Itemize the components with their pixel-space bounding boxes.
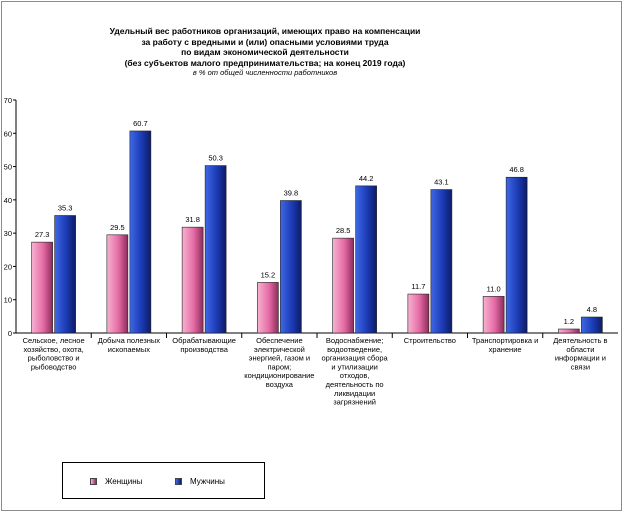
- category-label-line: энергией, газом и: [249, 354, 310, 363]
- category-label: Сельское, лесное хозяйство, охота, рыболов…: [23, 336, 85, 371]
- category-label-line: производства: [180, 345, 228, 354]
- data-label: 1.2: [564, 317, 574, 326]
- bar-men: [430, 189, 453, 334]
- data-label: 43.1: [434, 178, 449, 187]
- bar-women: [407, 293, 430, 334]
- chart-title-line: за работу с вредными и (или) опасными ус…: [141, 36, 389, 47]
- bar-women: [332, 237, 354, 334]
- category-label: Строительство: [404, 336, 456, 345]
- bar-women: [106, 234, 129, 334]
- category-label-line: Транспортировка и: [472, 336, 538, 345]
- data-label: 27.3: [35, 230, 50, 239]
- category-label: Обрабатывающие производства: [172, 336, 236, 354]
- category-label-line: паром;: [267, 362, 291, 371]
- bar-men: [280, 200, 302, 334]
- bar-men: [505, 176, 528, 334]
- bar-men: [581, 316, 603, 334]
- y-tick-label: 20: [4, 262, 12, 271]
- bar-men: [355, 185, 377, 334]
- chart-title-line: Удельный вес работников организаций, име…: [109, 26, 421, 36]
- category-label-line: электрической: [254, 345, 305, 354]
- data-label: 39.8: [284, 189, 299, 198]
- data-label: 60.7: [133, 119, 148, 128]
- data-label: 31.8: [185, 215, 200, 224]
- bar-men: [54, 215, 76, 334]
- category-label-line: рыболовство и: [28, 354, 80, 363]
- category-label: Деятельность в области информации и связи: [553, 336, 607, 371]
- category-label-line: информации и: [555, 354, 606, 363]
- chart-title-line: по видам экономической деятельности: [181, 47, 349, 57]
- bar-women: [31, 241, 53, 334]
- bar-women: [558, 328, 580, 334]
- category-label-line: Добыча полезных: [98, 336, 161, 345]
- chart-title: Удельный вес работников организаций, име…: [40, 26, 490, 68]
- data-label: 29.5: [110, 223, 125, 232]
- category-label-line: ископаемых: [108, 345, 150, 354]
- category-label-line: области: [566, 345, 594, 354]
- category-label-line: водоотведение,: [327, 345, 382, 354]
- category-label-line: отходов,: [340, 371, 370, 380]
- y-tick-label: 60: [4, 129, 12, 138]
- legend-swatch-men: [175, 478, 182, 485]
- category-label-line: деятельность по: [326, 380, 384, 389]
- data-label: 11.7: [411, 282, 425, 291]
- data-label: 50.3: [208, 154, 223, 163]
- category-label-line: и утилизации: [331, 362, 378, 371]
- data-label: 28.5: [336, 226, 351, 235]
- bar-men: [129, 130, 152, 334]
- data-label: 4.8: [587, 305, 597, 314]
- category-label-line: ликвидации: [334, 389, 375, 398]
- data-label: 46.8: [509, 165, 524, 174]
- y-tick-label: 40: [4, 196, 12, 205]
- category-label-line: Строительство: [404, 336, 456, 345]
- category-label-line: загрязнений: [333, 398, 376, 407]
- y-tick-label: 30: [4, 229, 12, 238]
- bar-women: [181, 226, 204, 334]
- category-label: Транспортировка и хранение: [472, 336, 538, 354]
- category-label-line: Сельское, лесное: [23, 336, 85, 345]
- legend-label-men: Мужчины: [190, 477, 225, 486]
- chart-title-line: (без субъектов малого предпринимательств…: [124, 57, 406, 68]
- category-label-line: Обрабатывающие: [172, 336, 236, 345]
- y-tick-label: 70: [4, 96, 12, 105]
- bar-men: [204, 165, 227, 334]
- y-tick-label: 10: [4, 296, 12, 305]
- data-label: 35.3: [58, 204, 73, 213]
- category-label-line: Деятельность в: [553, 336, 607, 345]
- category-label-line: связи: [571, 362, 590, 371]
- category-label: Водоснабжение; водоотведение, организация …: [322, 336, 389, 407]
- category-label-line: хранение: [489, 345, 522, 354]
- y-tick-label: 50: [4, 163, 12, 172]
- category-label: Добыча полезных ископаемых: [98, 336, 161, 354]
- data-label: 15.2: [261, 270, 276, 279]
- bar-women: [482, 296, 505, 334]
- category-label-line: Обеспечение: [256, 336, 303, 345]
- bar-women: [257, 282, 279, 334]
- category-label-line: рыбоводство: [31, 362, 77, 371]
- legend-item-men: Мужчины: [175, 477, 225, 486]
- data-label: 11.0: [487, 284, 501, 293]
- chart-subtitle: в % от общей численности работников: [192, 68, 338, 77]
- data-label: 44.2: [359, 174, 374, 183]
- y-tick-label: 0: [8, 329, 12, 338]
- category-label-line: хозяйство, охота,: [24, 345, 84, 354]
- category-label-line: организация сбора: [322, 354, 389, 363]
- category-label-line: кондиционирование: [244, 371, 314, 380]
- category-label-line: Водоснабжение;: [326, 336, 384, 345]
- legend-item-women: Женщины: [90, 477, 142, 486]
- legend-swatch-women: [90, 478, 97, 485]
- chart-legend: Женщины Мужчины: [62, 462, 265, 499]
- legend-label-women: Женщины: [105, 477, 143, 486]
- category-label: Обеспечение электрической энергией, газом …: [244, 336, 314, 389]
- category-label-line: воздуха: [266, 380, 294, 389]
